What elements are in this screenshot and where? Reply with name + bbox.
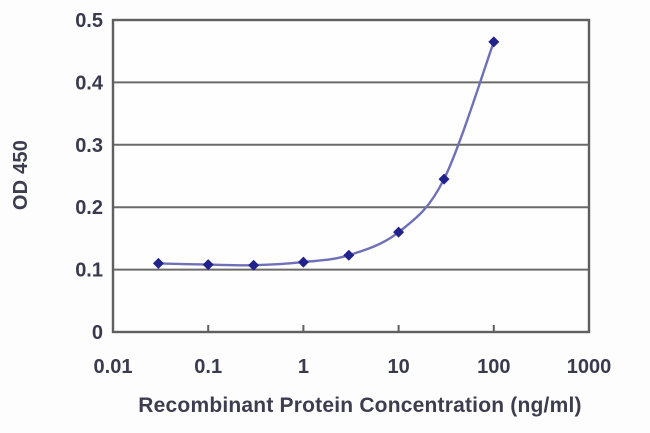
y-tick-label: 0.4 [75, 72, 104, 94]
x-tick-label: 1 [298, 356, 309, 378]
data-point-marker [393, 226, 405, 238]
data-point-marker [488, 36, 500, 48]
y-tick-label: 0.1 [75, 260, 103, 282]
y-axis-title: OD 450 [10, 139, 32, 211]
x-tick-label: 1000 [567, 356, 612, 378]
y-tick-label: 0.3 [75, 135, 103, 157]
data-point-marker [438, 173, 450, 185]
x-axis-title: Recombinant Protein Concentration (ng/ml… [138, 394, 582, 417]
x-tick-label: 10 [387, 356, 409, 378]
y-tick-label: 0.5 [75, 10, 103, 32]
y-tick-label: 0.2 [75, 197, 103, 219]
data-point-marker [297, 256, 309, 268]
data-point-marker [248, 259, 260, 271]
plot-frame [111, 18, 591, 334]
curve-line [157, 40, 495, 267]
plot-background [113, 20, 589, 332]
x-tick-label: 100 [477, 356, 510, 378]
data-point-marker [343, 249, 355, 261]
x-tick-label: 0.01 [94, 356, 133, 378]
data-point-marker [152, 257, 164, 269]
data-point-marker [202, 259, 214, 271]
y-tick-label: 0 [92, 322, 103, 344]
x-tick-label: 0.1 [194, 356, 222, 378]
